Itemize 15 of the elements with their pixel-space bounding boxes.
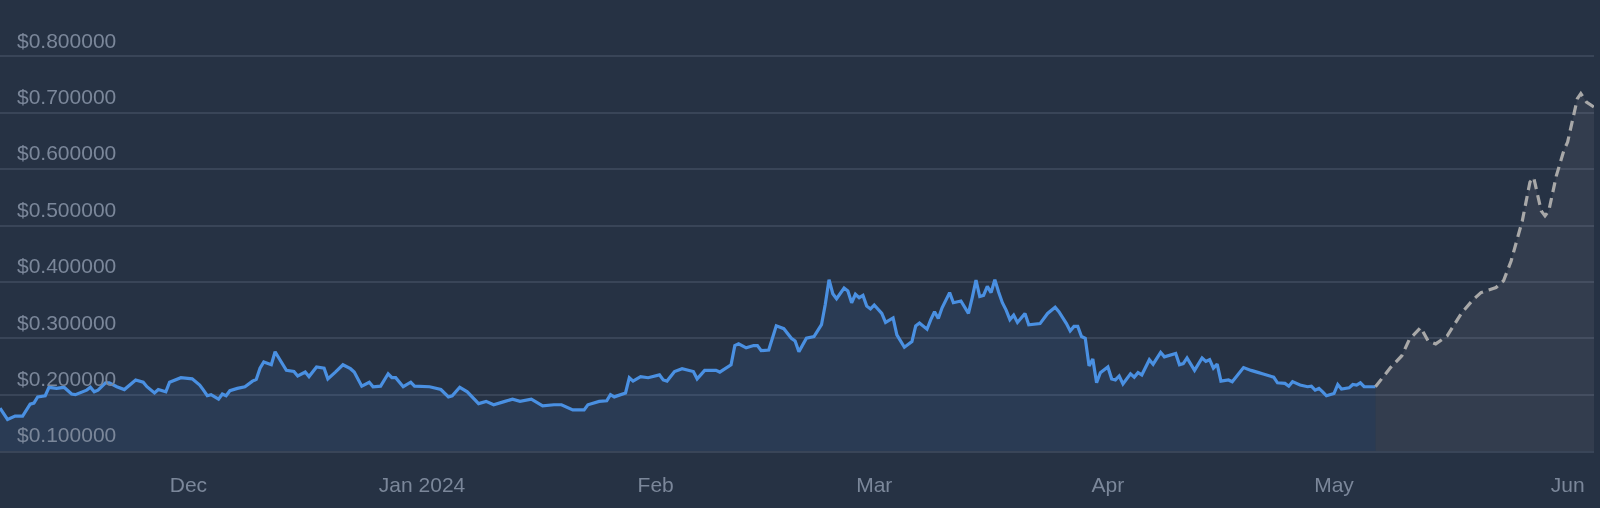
y-tick-label: $0.700000 [17,85,117,109]
x-tick-label: Dec [169,473,208,497]
x-tick-label: Feb [637,473,674,497]
x-tick-label: Apr [1091,473,1125,497]
y-tick-label: $0.500000 [17,197,117,221]
y-tick-label: $0.400000 [17,254,117,278]
y-tick-label: $0.800000 [17,28,117,52]
x-tick-label: Jan 2024 [378,473,466,497]
y-tick-label: $0.100000 [17,423,117,447]
y-tick-label: $0.600000 [17,141,117,165]
x-tick-label: Mar [856,473,893,497]
x-tick-label: May [1314,473,1355,497]
y-tick-label: $0.300000 [17,310,117,334]
y-tick-label: $0.200000 [17,366,117,390]
x-tick-label: Jun [1550,473,1585,497]
